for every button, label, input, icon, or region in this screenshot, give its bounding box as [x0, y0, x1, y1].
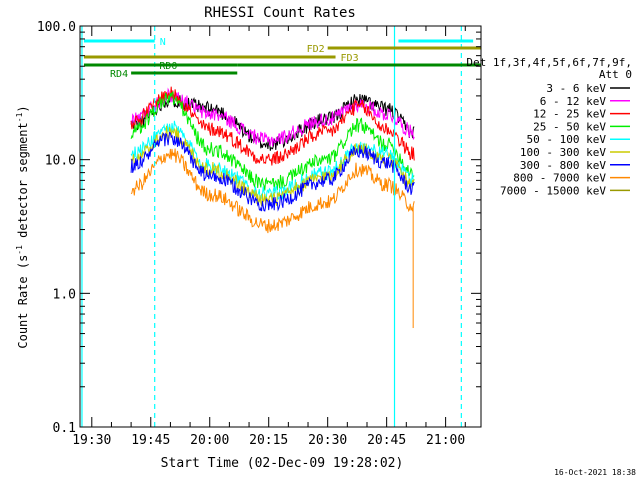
- legend-label: 100 - 300 keV: [520, 146, 606, 159]
- legend-label: 6 - 12 keV: [540, 95, 607, 108]
- x-tick-label: 21:00: [426, 433, 465, 448]
- y-axis-label-main: Count Rate (s: [16, 255, 30, 349]
- annotation-bar-layer: N FD2 FD3 RD0 RD4: [83, 37, 481, 80]
- y-axis-label-sup2: -1: [15, 112, 24, 122]
- annotation-bar-label: FD2: [307, 44, 325, 55]
- x-tick-label: 20:30: [308, 433, 347, 448]
- x-axis-label: Start Time (02-Dec-09 19:28:02): [161, 456, 404, 471]
- annotation-bar-label: FD3: [341, 53, 359, 64]
- y-axis: 0.1 1.0 10.0 100.0: [37, 20, 481, 436]
- plot-frame: [79, 25, 482, 428]
- annotation-bar-label: N: [160, 37, 166, 48]
- annotation-bar-label: RD0: [159, 61, 177, 72]
- legend-label: 12 - 25 keV: [533, 108, 606, 121]
- legend-label: 7000 - 15000 keV: [500, 184, 606, 197]
- legend-header-line1: Det 1f,3f,4f,5f,6f,7f,9f,: [466, 56, 632, 69]
- vertical-marker-layer: [81, 26, 462, 427]
- x-tick-label: 20:00: [190, 433, 229, 448]
- series-line-6: [130, 131, 415, 212]
- legend: Det 1f,3f,4f,5f,6f,7f,9f, Att 0 3 - 6 ke…: [466, 56, 632, 197]
- y-tick-label: 10.0: [45, 154, 76, 169]
- x-tick-label: 19:30: [72, 433, 111, 448]
- legend-label: 800 - 7000 keV: [513, 172, 606, 185]
- legend-header-line2: Att 0: [599, 68, 632, 81]
- legend-label: 3 - 6 keV: [546, 82, 606, 95]
- x-tick-label: 20:45: [367, 433, 406, 448]
- chart-title: RHESSI Count Rates: [204, 5, 356, 21]
- timestamp: 16-Oct-2021 18:38: [554, 468, 636, 477]
- y-axis-label-mid: detector segment: [16, 122, 30, 245]
- series-line-2: [130, 86, 415, 166]
- y-tick-label: 0.1: [53, 421, 76, 436]
- legend-label: 25 - 50 keV: [533, 120, 606, 133]
- x-tick-label: 19:45: [131, 433, 170, 448]
- series-line-3: [130, 91, 415, 191]
- y-axis-label-end: ): [16, 105, 30, 112]
- series-layer: [130, 86, 415, 329]
- series-line-1: [130, 87, 415, 147]
- legend-label: 300 - 800 keV: [520, 159, 606, 172]
- y-axis-label: Count Rate (s-1 detector segment-1): [15, 105, 30, 348]
- annotation-bar-label: RD4: [110, 69, 128, 80]
- y-tick-label: 1.0: [53, 287, 76, 302]
- x-axis: 19:30 19:45 20:00 20:15 20:30 20:45 21:00: [72, 26, 466, 448]
- y-tick-label: 100.0: [37, 20, 76, 35]
- series-line-7: [130, 148, 415, 234]
- x-tick-label: 20:15: [249, 433, 288, 448]
- legend-label: 50 - 100 keV: [527, 133, 607, 146]
- y-axis-label-sup1: -1: [15, 245, 24, 255]
